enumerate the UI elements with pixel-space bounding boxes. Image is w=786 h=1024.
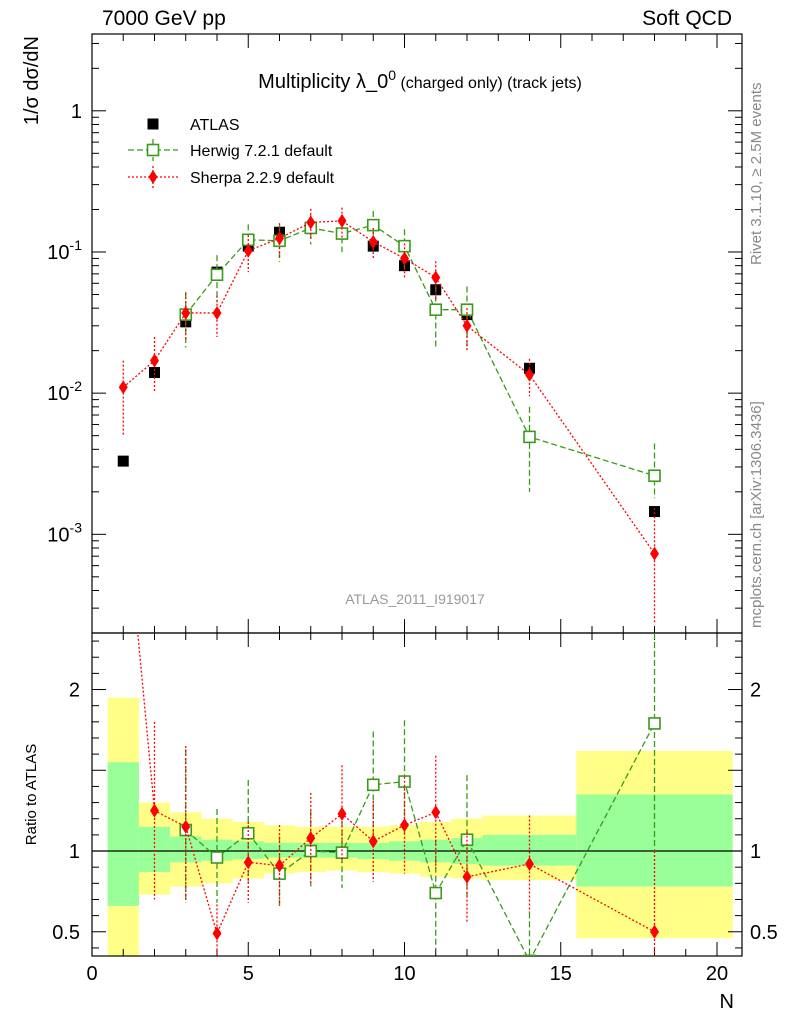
analysis-label: ATLAS_2011_I919017 [345, 591, 485, 607]
ratio-point [243, 855, 253, 870]
energy-label: 7000 GeV pp [102, 7, 226, 30]
ratio-point [400, 818, 409, 833]
ratio-series-2 [119, 473, 659, 956]
data-point [210, 268, 224, 282]
site-label: mcplots.cern.ch [arXiv:1306.3436] [748, 401, 765, 628]
ratio-line [137, 633, 655, 936]
chart-title: Multiplicity λ_00 (charged only) (track … [258, 67, 582, 93]
stat-uncertainty-band [107, 762, 139, 906]
ratio-point [306, 831, 316, 846]
series-0 [117, 222, 660, 518]
ratio-point [525, 856, 534, 871]
y-tick-label: 10-3 [47, 519, 82, 546]
data-point [150, 353, 159, 368]
ratio-point [431, 805, 441, 820]
data-point [462, 318, 472, 333]
ratio-point [648, 717, 661, 730]
data-point [400, 251, 409, 266]
x-tick-label: 5 [243, 963, 254, 985]
series-1 [179, 211, 661, 499]
data-point [366, 218, 380, 232]
ratio-point [241, 826, 255, 840]
x-axis-label: N [720, 991, 734, 1013]
data-point [181, 305, 191, 320]
process-label: Soft QCD [642, 7, 732, 30]
ratio-point [366, 778, 380, 792]
ratio-point [462, 869, 472, 884]
ratio-point [335, 846, 349, 859]
data-point [117, 455, 129, 467]
y-tick-label: 10-1 [47, 237, 82, 264]
data-point [650, 546, 659, 561]
series-line [185, 224, 655, 477]
data-point [275, 231, 284, 246]
data-point [429, 303, 443, 317]
legend-label: Sherpa 2.2.9 default [190, 170, 335, 187]
stat-uncertainty-band [138, 826, 171, 873]
series-2 [118, 207, 659, 625]
legend-marker [148, 170, 158, 184]
data-point [431, 270, 441, 285]
y-tick-label: 10-2 [47, 378, 82, 405]
data-point [243, 243, 253, 258]
ratio-axis-label: Ratio to ATLAS [23, 744, 40, 845]
ratio-panel-frame [91, 632, 743, 957]
data-point [648, 469, 661, 483]
ratio-point [429, 886, 443, 900]
ratio-tick-label: 1 [69, 841, 80, 863]
ratio-point [150, 803, 159, 818]
ratio-tick-label: 2 [69, 680, 80, 702]
ratio-point [368, 834, 378, 849]
ratio-point [119, 473, 128, 487]
data-point [212, 305, 222, 320]
x-tick-label: 10 [393, 963, 415, 985]
ratio-point [181, 819, 191, 834]
y-tick-label: 1 [71, 101, 82, 123]
data-point [149, 367, 160, 379]
x-tick-label: 0 [86, 963, 97, 985]
data-point [649, 506, 660, 518]
series-line [122, 220, 656, 554]
data-point [337, 213, 347, 228]
ratio-point [337, 806, 347, 821]
legend-marker [147, 118, 159, 130]
ratio-point [523, 954, 536, 956]
x-tick-label: 15 [550, 963, 572, 985]
ratio-tick-label: 0.5 [52, 922, 80, 944]
ratio-tick-label-right: 0.5 [750, 922, 778, 944]
ratio-point [275, 858, 284, 873]
data-point [523, 430, 536, 444]
rivet-label: Rivet 3.1.10, ≥ 2.5M events [748, 82, 765, 266]
legend-marker [146, 143, 160, 157]
y-axis-label: 1/σ dσ/dN [21, 36, 43, 125]
legend-label: Herwig 7.2.1 default [190, 143, 333, 160]
ratio-tick-label-right: 1 [750, 841, 761, 863]
data-point [306, 215, 316, 230]
ratio-point [210, 851, 224, 864]
data-point [525, 367, 534, 382]
uncertainty-bands [107, 697, 733, 956]
ratio-point [212, 926, 222, 941]
data-point [368, 234, 378, 249]
x-tick-label: 20 [706, 963, 728, 985]
data-point [118, 380, 128, 395]
ratio-tick-label-right: 2 [750, 680, 761, 702]
legend-label: ATLAS [190, 117, 240, 134]
data-point [398, 239, 411, 253]
ratio-point [650, 924, 659, 939]
